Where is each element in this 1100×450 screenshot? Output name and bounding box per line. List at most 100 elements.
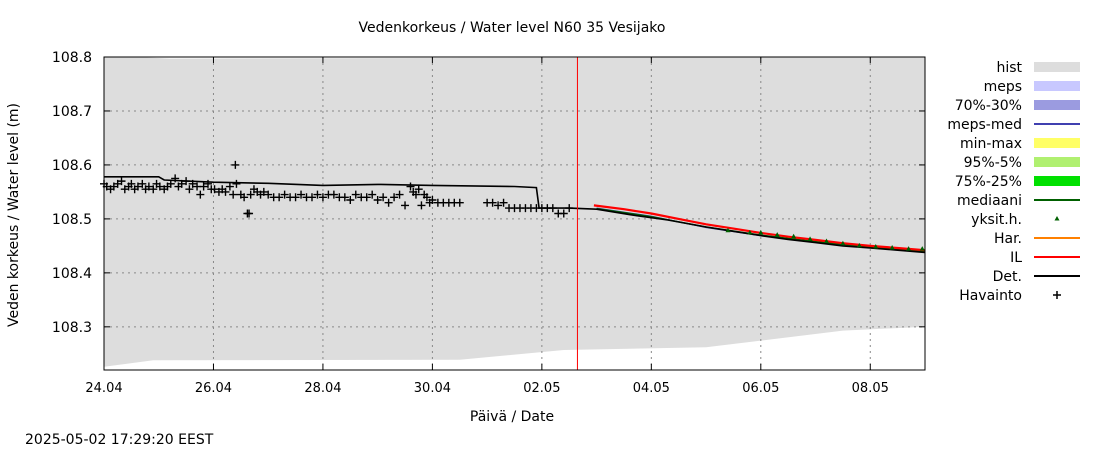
havainto-point bbox=[379, 193, 388, 202]
yksit-point bbox=[774, 232, 780, 237]
havainto-point bbox=[199, 182, 208, 191]
havainto-point bbox=[368, 190, 377, 199]
havainto-point bbox=[559, 209, 568, 218]
x-tick-label: 28.04 bbox=[304, 381, 341, 396]
y-tick-label: 108.4 bbox=[52, 266, 92, 282]
havainto-point bbox=[203, 179, 212, 188]
havainto-point bbox=[373, 196, 382, 205]
plot-area bbox=[100, 57, 926, 370]
havainto-point bbox=[329, 190, 338, 199]
havainto-point bbox=[384, 198, 393, 207]
legend: hist meps 70%-30% meps-med min-max 95%-5% 75%-… bbox=[947, 60, 1080, 304]
havainto-point bbox=[401, 201, 410, 210]
havainto-point bbox=[264, 190, 273, 199]
x-tick-label: 08.05 bbox=[852, 381, 889, 396]
yksit-point bbox=[823, 238, 829, 244]
yksit-point bbox=[856, 242, 862, 248]
legend-label-havainto: Havainto bbox=[959, 288, 1022, 304]
legend-swatch-p70_30 bbox=[1034, 100, 1080, 110]
havainto-point bbox=[259, 187, 268, 196]
havainto-point bbox=[548, 204, 557, 213]
havainto-point bbox=[406, 182, 415, 191]
legend-label-har: Har. bbox=[994, 231, 1022, 247]
havainto-point bbox=[494, 201, 503, 210]
legend-swatch-hist bbox=[1034, 62, 1080, 72]
havainto-point bbox=[275, 193, 284, 202]
yksit-point bbox=[807, 236, 813, 241]
x-axis-label: Päivä / Date bbox=[470, 409, 554, 425]
havainto-point bbox=[144, 182, 153, 191]
havainto-point bbox=[221, 187, 230, 196]
havainto-point bbox=[182, 177, 191, 186]
havainto-point bbox=[127, 179, 136, 188]
havainto-point bbox=[313, 190, 322, 199]
yksit-point bbox=[747, 229, 753, 235]
havainto-point bbox=[155, 182, 164, 191]
legend-label-hist: hist bbox=[996, 60, 1022, 76]
legend-swatch-meps bbox=[1034, 81, 1080, 91]
havainto-point bbox=[414, 185, 423, 194]
legend-label-min_max: min-max bbox=[960, 136, 1022, 152]
legend-label-meps: meps bbox=[984, 79, 1022, 95]
havainto-point bbox=[225, 182, 234, 191]
plot-frame bbox=[103, 56, 926, 371]
havainto-point bbox=[390, 193, 399, 202]
yksit-point bbox=[906, 246, 912, 251]
havainto-point bbox=[210, 185, 219, 194]
yksit-point bbox=[725, 227, 731, 233]
havainto-point bbox=[318, 193, 327, 202]
havainto-point bbox=[565, 204, 574, 213]
yksit-point bbox=[889, 245, 895, 250]
yksit-point bbox=[873, 243, 879, 249]
havainto-point bbox=[245, 209, 254, 218]
havainto-point bbox=[280, 190, 289, 199]
chart-title: Vedenkorkeus / Water level N60 35 Vesija… bbox=[359, 20, 666, 36]
legend-swatch-havainto bbox=[1053, 291, 1061, 299]
havainto-point bbox=[351, 190, 360, 199]
legend-label-p95_5: 95%-5% bbox=[964, 155, 1022, 171]
x-tick-label: 26.04 bbox=[195, 381, 232, 396]
havainto-point bbox=[231, 160, 240, 169]
y-tick-label: 108.7 bbox=[52, 104, 92, 120]
havainto-point bbox=[133, 182, 142, 191]
x-tick-label: 24.04 bbox=[85, 381, 122, 396]
legend-swatch-yksit bbox=[1054, 216, 1060, 221]
yksit-point bbox=[758, 229, 764, 235]
havainto-point bbox=[232, 179, 241, 188]
legend-label-p75_25: 75%-25% bbox=[955, 174, 1022, 190]
havainto-point bbox=[395, 190, 404, 199]
havainto-point bbox=[417, 201, 426, 210]
y-axis-label: Veden korkeus / Water level (m) bbox=[6, 103, 22, 327]
havainto-point bbox=[455, 198, 464, 207]
havainto-point bbox=[166, 179, 175, 188]
y-tick-label: 108.6 bbox=[52, 158, 92, 174]
havainto-point bbox=[307, 193, 316, 202]
y-tick-label: 108.5 bbox=[52, 212, 92, 228]
havainto-point bbox=[428, 196, 437, 205]
havainto-point bbox=[117, 177, 126, 186]
legend-swatch-p75_25 bbox=[1034, 176, 1080, 186]
havainto-point bbox=[229, 190, 238, 199]
havainto-point bbox=[346, 196, 355, 205]
x-tick-label: 06.05 bbox=[742, 381, 779, 396]
x-tick-label: 30.04 bbox=[414, 381, 451, 396]
det-line bbox=[104, 176, 926, 254]
legend-swatch-p95_5 bbox=[1034, 157, 1080, 167]
yksit-point bbox=[919, 246, 925, 251]
havainto-point bbox=[177, 179, 186, 188]
yksit-point bbox=[840, 240, 846, 246]
havainto-point bbox=[188, 179, 197, 188]
havainto-point bbox=[138, 179, 147, 188]
havainto-point bbox=[185, 185, 194, 194]
axes: 24.04 26.04 28.04 30.04 02.05 04.05 06.05 08.05… bbox=[52, 50, 926, 396]
havainto-point bbox=[362, 193, 371, 202]
legend-label-det: Det. bbox=[993, 269, 1022, 285]
havainto-point bbox=[171, 174, 180, 183]
havainto-point bbox=[422, 193, 431, 202]
legend-label-il: IL bbox=[1010, 250, 1022, 266]
havainto-point bbox=[411, 190, 420, 199]
legend-label-mediaani: mediaani bbox=[957, 193, 1022, 209]
havainto-point bbox=[196, 190, 205, 199]
havainto-point bbox=[340, 193, 349, 202]
